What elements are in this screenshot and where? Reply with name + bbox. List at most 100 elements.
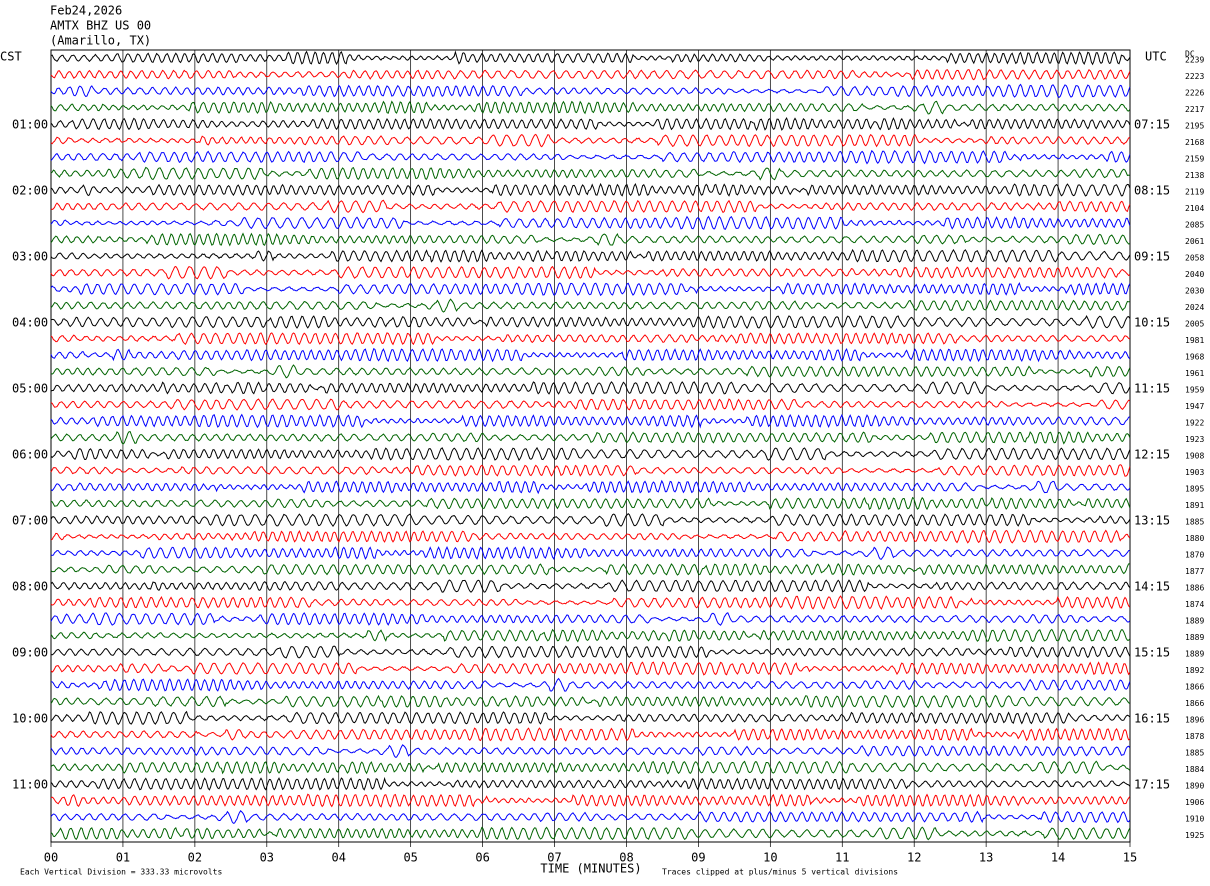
trace	[50, 182, 1131, 197]
dc-offset: 2217	[1185, 105, 1204, 114]
x-tick-label: 11	[835, 851, 849, 865]
dc-offset: 2168	[1185, 138, 1204, 147]
trace	[50, 50, 1131, 66]
dc-offset: 1947	[1185, 402, 1204, 411]
dc-offset: 1903	[1185, 468, 1204, 477]
trace	[50, 332, 1131, 346]
utc-label: 08:15	[1134, 184, 1170, 198]
dc-offset: 1961	[1185, 369, 1204, 378]
dc-offset: 2030	[1185, 287, 1204, 296]
x-tick-label: 13	[979, 851, 993, 865]
dc-offset: 2005	[1185, 320, 1204, 329]
utc-label: 15:15	[1134, 646, 1170, 660]
x-tick-label: 09	[691, 851, 705, 865]
x-tick-label: 03	[260, 851, 274, 865]
dc-offset: 1880	[1185, 534, 1204, 543]
dc-offset: 2159	[1185, 155, 1204, 164]
trace	[50, 117, 1131, 132]
right-axis-title: UTC	[1145, 50, 1167, 64]
trace	[50, 612, 1131, 626]
dc-offset: 1866	[1185, 683, 1204, 692]
dc-offset: 2061	[1185, 237, 1204, 246]
trace	[50, 381, 1131, 395]
x-tick-label: 15	[1123, 851, 1137, 865]
dc-offset: 1874	[1185, 600, 1204, 609]
trace	[50, 826, 1131, 841]
x-tick-label: 07	[547, 851, 561, 865]
left-axis-title: CST	[0, 50, 22, 64]
trace	[50, 298, 1130, 313]
trace	[50, 479, 1131, 495]
dc-offset: 1889	[1185, 617, 1204, 626]
trace	[50, 793, 1131, 808]
utc-label: 11:15	[1134, 382, 1170, 396]
dc-title: DC	[1185, 50, 1195, 59]
cst-label: 03:00	[12, 250, 48, 264]
trace	[50, 760, 1131, 775]
dc-offset: 1922	[1185, 419, 1204, 428]
dc-offset: 2239	[1185, 56, 1204, 65]
x-tick-label: 04	[332, 851, 346, 865]
dc-offset: 1885	[1185, 518, 1204, 527]
trace	[50, 563, 1130, 577]
trace	[50, 727, 1131, 742]
dc-offset: 1878	[1185, 732, 1204, 741]
trace	[50, 810, 1131, 824]
trace	[50, 364, 1131, 379]
dc-offset: 1908	[1185, 452, 1204, 461]
cst-label: 07:00	[12, 514, 48, 528]
dc-offset: 1891	[1185, 501, 1204, 510]
location: (Amarillo, TX)	[50, 34, 151, 48]
dc-offset: 2195	[1185, 122, 1204, 131]
trace	[50, 166, 1130, 181]
cst-label: 02:00	[12, 184, 48, 198]
x-tick-label: 06	[475, 851, 489, 865]
dc-offset: 1889	[1185, 633, 1204, 642]
trace	[50, 265, 1131, 280]
trace	[50, 645, 1131, 659]
trace	[50, 398, 1130, 411]
dc-offset: 1870	[1185, 551, 1204, 560]
trace	[50, 545, 1130, 561]
trace	[50, 315, 1131, 330]
trace	[50, 776, 1131, 791]
cst-label: 08:00	[12, 580, 48, 594]
dc-offset: 1910	[1185, 815, 1204, 824]
x-tick-label: 05	[403, 851, 417, 865]
clip-note: Traces clipped at plus/minus 5 vertical …	[662, 868, 898, 877]
dc-offset: 1895	[1185, 485, 1204, 494]
trace	[50, 232, 1130, 247]
cst-label: 10:00	[12, 712, 48, 726]
cst-label: 01:00	[12, 118, 48, 132]
trace	[50, 529, 1131, 544]
x-tick-label: 12	[907, 851, 921, 865]
trace	[50, 496, 1131, 511]
dc-offset: 2104	[1185, 204, 1204, 213]
trace	[50, 133, 1131, 148]
cst-label: 04:00	[12, 316, 48, 330]
trace	[50, 347, 1131, 363]
trace	[50, 710, 1131, 726]
trace	[50, 628, 1131, 643]
trace	[50, 661, 1131, 676]
trace	[50, 744, 1131, 758]
x-tick-label: 10	[763, 851, 777, 865]
dc-offset: 1925	[1185, 831, 1204, 840]
dc-offset: 1968	[1185, 353, 1204, 362]
trace	[50, 149, 1131, 165]
x-tick-label: 01	[116, 851, 130, 865]
dc-offset: 1866	[1185, 699, 1204, 708]
x-axis-title: TIME (MINUTES)	[540, 862, 641, 876]
trace	[50, 83, 1131, 99]
dc-offset: 1877	[1185, 567, 1204, 576]
cst-label: 11:00	[12, 778, 48, 792]
dc-offset: 2024	[1185, 303, 1204, 312]
dc-offset: 1923	[1185, 435, 1204, 444]
scale-note: Each Vertical Division = 333.33 microvol…	[20, 868, 222, 877]
cst-label: 06:00	[12, 448, 48, 462]
dc-offset: 2119	[1185, 188, 1204, 197]
utc-label: 13:15	[1134, 514, 1170, 528]
x-tick-label: 08	[619, 851, 633, 865]
cst-label: 05:00	[12, 382, 48, 396]
dc-offset: 1959	[1185, 386, 1204, 395]
